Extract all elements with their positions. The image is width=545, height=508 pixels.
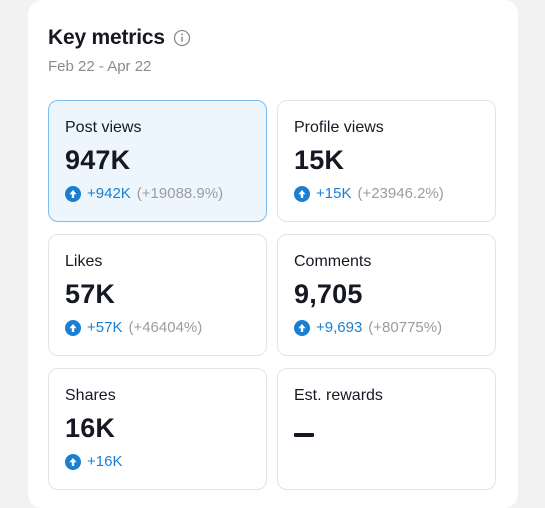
key-metrics-header: Key metrics: [48, 26, 191, 50]
change-absolute: +9,693: [316, 319, 363, 336]
metric-label: Comments: [294, 253, 372, 270]
metric-tile-shares[interactable]: Shares 16K +16K: [48, 368, 267, 490]
arrow-up-circle-icon: [65, 319, 81, 336]
metric-label: Likes: [65, 253, 103, 270]
metric-change: +16K: [65, 453, 250, 470]
metric-tile-likes[interactable]: Likes 57K +57K (+46404%): [48, 234, 267, 356]
metrics-grid: Post views 947K +942K (+19088.9%) Profil…: [48, 100, 498, 490]
metric-change: +15K (+23946.2%): [294, 185, 479, 202]
no-data-dash: [294, 433, 314, 437]
change-absolute: +942K: [87, 185, 131, 202]
metric-value: 9,705: [294, 279, 363, 309]
change-percent: (+46404%): [128, 319, 203, 336]
metric-change: +942K (+19088.9%): [65, 185, 250, 202]
metric-tile-est-rewards[interactable]: Est. rewards: [277, 368, 496, 490]
metric-tile-post-views[interactable]: Post views 947K +942K (+19088.9%): [48, 100, 267, 222]
metric-label: Est. rewards: [294, 387, 383, 404]
metric-value: 16K: [65, 413, 116, 443]
info-icon[interactable]: [173, 29, 191, 47]
metric-value-empty: [294, 413, 479, 447]
change-absolute: +15K: [316, 185, 352, 202]
key-metrics-card: Key metrics Feb 22 - Apr 22 Post views 9…: [28, 0, 518, 508]
arrow-up-circle-icon: [65, 453, 81, 470]
change-absolute: +16K: [87, 453, 123, 470]
date-range: Feb 22 - Apr 22: [48, 58, 152, 75]
change-percent: (+19088.9%): [136, 185, 224, 202]
metric-value: 57K: [65, 279, 116, 309]
metric-tile-comments[interactable]: Comments 9,705 +9,693 (+80775%): [277, 234, 496, 356]
change-absolute: +57K: [87, 319, 123, 336]
metric-label: Profile views: [294, 119, 384, 136]
metric-change: +57K (+46404%): [65, 319, 250, 336]
arrow-up-circle-icon: [294, 319, 310, 336]
metric-value: 15K: [294, 145, 345, 175]
metric-label: Shares: [65, 387, 116, 404]
metric-value: 947K: [65, 145, 131, 175]
metric-tile-profile-views[interactable]: Profile views 15K +15K (+23946.2%): [277, 100, 496, 222]
metric-label: Post views: [65, 119, 142, 136]
change-percent: (+80775%): [368, 319, 443, 336]
key-metrics-title: Key metrics: [48, 26, 165, 49]
change-percent: (+23946.2%): [357, 185, 444, 202]
arrow-up-circle-icon: [65, 185, 81, 202]
metric-change: +9,693 (+80775%): [294, 319, 479, 336]
arrow-up-circle-icon: [294, 185, 310, 202]
